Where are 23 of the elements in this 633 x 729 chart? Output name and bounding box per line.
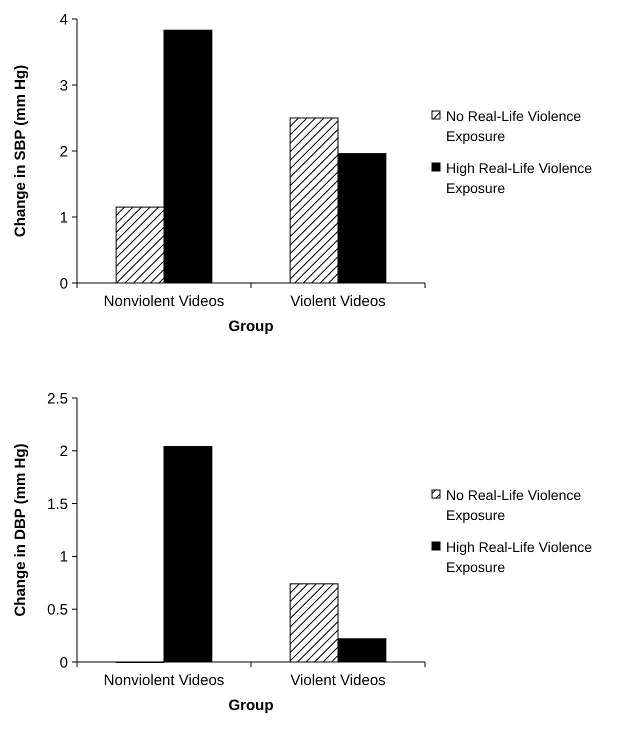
y-tick-label: 0 <box>60 275 68 292</box>
legend-label: No Real-Life Violence Exposure <box>446 487 582 523</box>
legend-label: No Real-Life Violence Exposure <box>446 108 582 144</box>
x-axis-title: Group <box>228 697 274 714</box>
legend-label: High Real-Life Violence Exposure <box>446 539 592 575</box>
y-tick-label: 3 <box>60 77 68 94</box>
y-axis-title: Change in DBP (mm Hg) <box>12 443 29 617</box>
y-tick-label: 1.5 <box>47 496 68 513</box>
y-tick-label: 2 <box>60 443 68 460</box>
y-tick-label: 0 <box>60 654 68 672</box>
y-tick-label: 1 <box>60 209 68 226</box>
x-tick-label: Nonviolent Videos <box>104 293 224 310</box>
y-tick-label: 2 <box>60 143 68 160</box>
y-tick-label: 4 <box>60 11 68 28</box>
x-tick-label: Violent Videos <box>290 672 386 689</box>
x-tick-label: Violent Videos <box>290 293 386 310</box>
y-tick-label: 1 <box>60 548 68 566</box>
x-tick-label: Nonviolent Videos <box>104 672 224 689</box>
y-tick-label: 2.5 <box>47 390 68 408</box>
y-axis-title: Change in SBP (mm Hg) <box>12 64 29 238</box>
x-axis-title: Group <box>228 318 274 335</box>
legend-label: High Real-Life Violence Exposure <box>446 160 592 196</box>
y-tick-label: 0.5 <box>47 601 68 618</box>
